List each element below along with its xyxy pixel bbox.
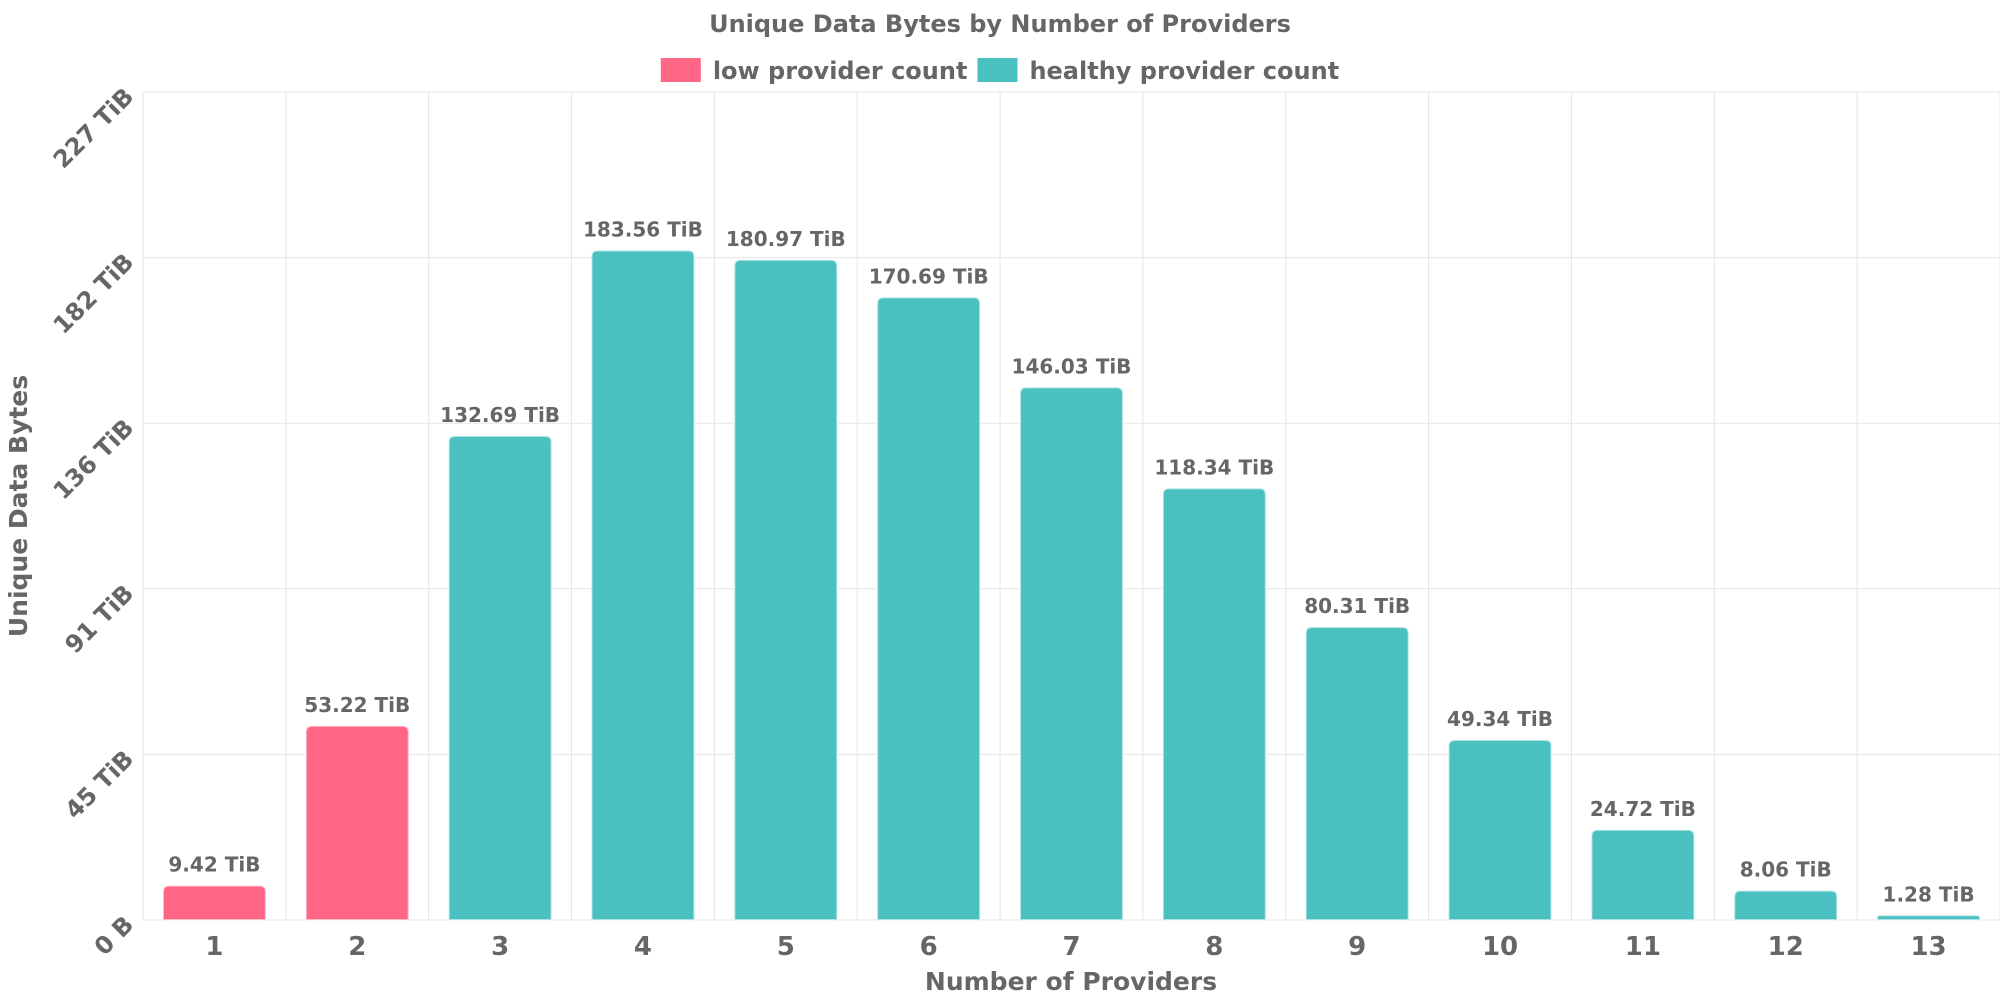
x-tick-label: 1 [205,932,223,962]
bar [733,258,839,921]
bar [1733,889,1839,921]
x-tick-label: 3 [491,932,509,962]
data-label: 146.03 TiB [1012,354,1132,378]
legend-label: low provider count [713,57,968,85]
y-tick-label: 227 TiB [48,82,139,173]
x-tick-label: 13 [1910,932,1946,962]
chart-title: Unique Data Bytes by Number of Providers [709,10,1291,38]
x-tick-label: 12 [1768,932,1804,962]
x-tick-label: 8 [1205,932,1223,962]
bar [304,724,410,921]
x-tick-label: 4 [634,932,652,962]
x-tick-label: 9 [1348,932,1366,962]
x-tick-label: 11 [1625,932,1661,962]
bar [1447,739,1553,921]
bar [161,884,267,921]
x-tick-label: 7 [1062,932,1080,962]
x-tick-label: 6 [920,932,938,962]
bar [1590,828,1696,921]
data-label: 49.34 TiB [1447,707,1553,731]
data-label: 24.72 TiB [1590,797,1696,821]
data-label: 183.56 TiB [583,217,703,241]
x-tick-label: 2 [348,932,366,962]
legend-item-healthy[interactable]: healthy provider count [977,57,1339,85]
legend-swatch [977,58,1018,82]
x-tick-label: 10 [1482,932,1518,962]
data-label: 80.31 TiB [1304,594,1410,618]
data-label: 170.69 TiB [869,264,989,288]
data-label: 118.34 TiB [1154,455,1274,479]
bar [1304,626,1410,921]
data-label: 8.06 TiB [1740,858,1832,882]
data-label: 1.28 TiB [1883,882,1975,906]
x-tick-label: 5 [777,932,795,962]
x-axis-title: Number of Providers [925,967,1217,996]
data-label: 53.22 TiB [304,693,410,717]
data-label: 132.69 TiB [440,403,560,427]
y-tick-label: 136 TiB [48,414,139,505]
bar [876,296,982,921]
bar [1019,386,1124,921]
y-tick-label: 91 TiB [60,579,140,659]
legend-item-low[interactable]: low provider count [660,57,968,85]
legend-swatch [660,58,701,82]
bar [590,249,696,921]
bar [1161,487,1267,921]
data-label: 9.42 TiB [168,853,260,877]
bar [447,435,553,921]
legend: low provider count healthy provider count [660,57,1339,85]
data-label: 180.97 TiB [726,227,846,251]
y-axis-title: Unique Data Bytes [4,375,33,637]
y-tick-label: 45 TiB [60,745,140,825]
y-tick-label: 182 TiB [48,248,139,339]
bar [1876,914,1981,921]
y-tick-label: 0 B [89,910,139,960]
legend-label: healthy provider count [1029,57,1339,85]
